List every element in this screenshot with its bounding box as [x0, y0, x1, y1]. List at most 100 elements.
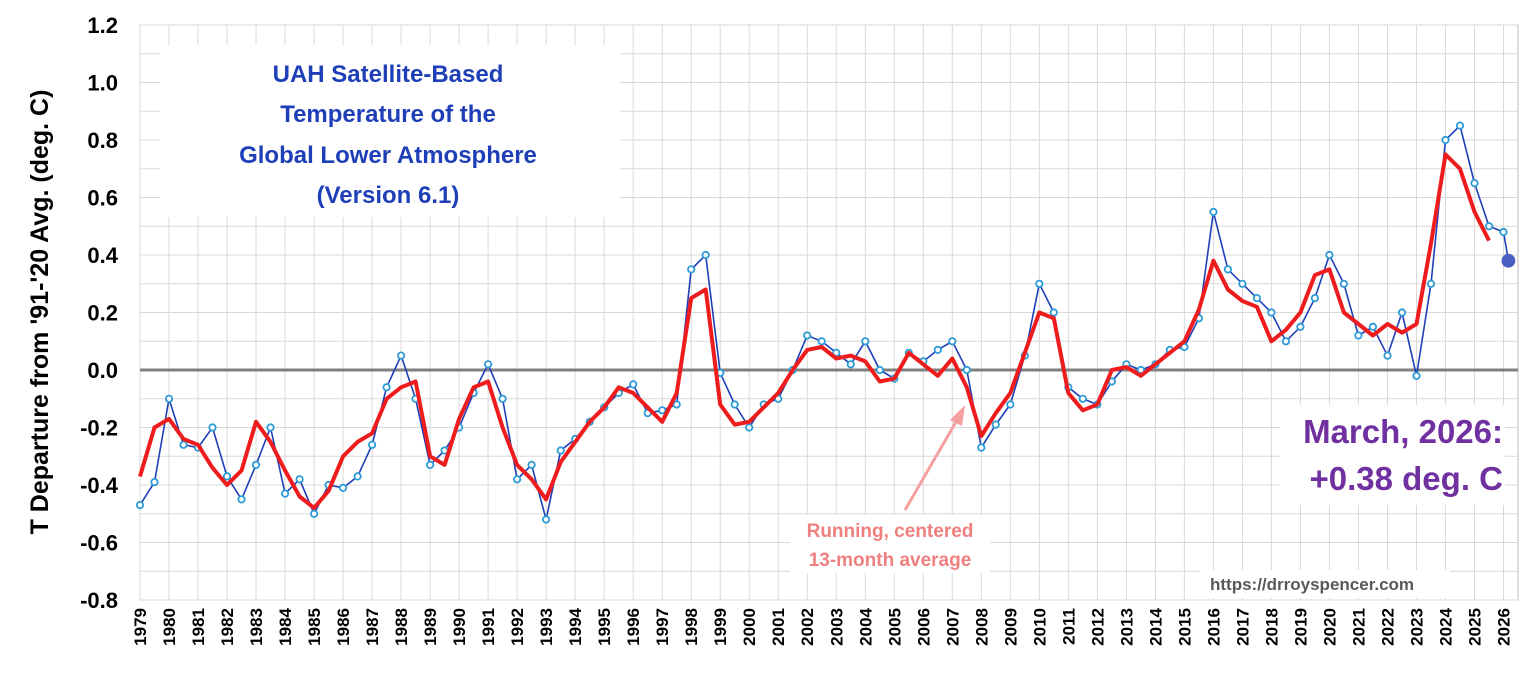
monthly-point [991, 420, 1000, 429]
monthly-point [1281, 337, 1291, 346]
x-tick-label: 2024 [1436, 607, 1455, 645]
monthly-point [353, 472, 362, 481]
monthly-point [1412, 371, 1421, 380]
x-tick-label: 2014 [1146, 607, 1165, 645]
running-average-series [138, 152, 1491, 510]
monthly-point [1368, 322, 1378, 331]
running-average-arrowhead [950, 405, 965, 426]
x-tick-label: 1980 [160, 608, 179, 646]
monthly-point [338, 483, 348, 492]
monthly-point [687, 265, 696, 274]
x-axis-tick-labels: 1979 1980 1981 1982 1983 1984 1985 1986 1987 1988… [131, 607, 1513, 645]
monthly-point [1136, 365, 1146, 375]
x-tick-label: 1989 [421, 608, 440, 646]
monthly-point [977, 443, 986, 452]
monthly-point [266, 423, 275, 432]
monthly-point [1078, 394, 1087, 403]
monthly-point [875, 365, 884, 375]
monthly-point [658, 406, 667, 415]
monthly-point [730, 400, 739, 409]
running-annotation-box [790, 515, 990, 573]
chart-title-line-4: (Version 6.1) [317, 182, 460, 209]
monthly-point [1296, 322, 1305, 331]
x-tick-label: 2013 [1117, 608, 1136, 646]
y-tick-label: 1.0 [87, 71, 118, 96]
x-tick-label: 2021 [1349, 608, 1368, 646]
monthly-point [1238, 279, 1247, 288]
monthly-point [150, 477, 159, 487]
x-tick-label: 2004 [856, 607, 875, 645]
y-tick-label: 0.4 [87, 243, 118, 268]
x-tick-label: 2026 [1494, 608, 1513, 646]
monthly-point [962, 365, 971, 375]
y-tick-label: 0.0 [87, 358, 118, 383]
running-average-line [138, 152, 1491, 510]
x-tick-label: 2002 [798, 608, 817, 646]
monthly-point [1325, 250, 1334, 260]
x-tick-label: 2000 [740, 608, 759, 646]
y-axis-title: T Departure from '91-'20 Avg. (deg. C) [26, 90, 54, 535]
x-tick-label: 2003 [827, 608, 846, 646]
chart-title-line-1: UAH Satellite-Based [273, 61, 504, 88]
x-tick-label: 2016 [1204, 608, 1223, 646]
monthly-point [1006, 400, 1015, 409]
x-tick-label: 1981 [189, 608, 208, 646]
monthly-point [1252, 293, 1262, 303]
monthly-point [208, 423, 217, 432]
chart-title-line-2: Temperature of the [280, 101, 496, 128]
monthly-point [629, 380, 638, 389]
monthly-point [861, 337, 870, 346]
monthly-point [280, 489, 290, 498]
x-tick-label: 2001 [769, 608, 788, 646]
x-tick-label: 1979 [131, 608, 150, 646]
monthly-point [382, 383, 391, 392]
x-tick-label: 1994 [566, 607, 585, 645]
monthly-point [251, 460, 261, 469]
monthly-point [1383, 351, 1392, 360]
x-tick-label: 1995 [595, 608, 614, 646]
monthly-point [701, 250, 710, 260]
x-tick-label: 1982 [218, 608, 237, 646]
monthly-point [817, 337, 826, 346]
monthly-point [512, 475, 522, 484]
x-tick-label: 1986 [334, 608, 353, 646]
monthly-point [1484, 222, 1494, 231]
running-average-label-2: 13-month average [809, 550, 972, 571]
monthly-point [745, 423, 754, 432]
x-tick-label: 1987 [363, 608, 382, 646]
latest-value-line-1: March, 2026: [1303, 413, 1503, 450]
monthly-point [527, 460, 536, 469]
monthly-point [1049, 308, 1058, 317]
monthly-point [1035, 279, 1044, 288]
y-tick-label: -0.8 [80, 588, 118, 613]
x-tick-label: 1992 [508, 608, 527, 646]
x-tick-label: 1983 [247, 608, 266, 646]
monthly-point [135, 500, 145, 510]
x-tick-label: 1984 [276, 607, 295, 645]
x-tick-label: 2011 [1059, 608, 1078, 645]
y-tick-label: -0.2 [80, 416, 118, 441]
x-tick-label: 1991 [479, 608, 498, 646]
running-average-label-1: Running, centered [807, 521, 974, 542]
x-tick-label: 2007 [943, 608, 962, 646]
x-tick-label: 2005 [885, 608, 904, 646]
latest-annotation-box [1280, 405, 1505, 505]
running-average-arrow [903, 414, 962, 511]
x-tick-label: 1993 [537, 608, 556, 646]
monthly-point [846, 360, 855, 369]
monthly-point [803, 331, 812, 340]
monthly-point [367, 440, 377, 449]
monthly-point [672, 400, 681, 409]
y-axis-tick-labels: 1.2 1.0 0.8 0.6 0.4 0.2 0.0 -0.2 -0.4 -0.6 -0.8 [80, 13, 119, 613]
monthly-point [1455, 121, 1465, 130]
monthly-point [1267, 308, 1276, 317]
x-tick-label: 2010 [1030, 608, 1049, 646]
x-tick-label: 1996 [624, 608, 643, 646]
monthly-point [1397, 308, 1407, 317]
x-tick-label: 1999 [711, 608, 730, 646]
x-tick-label: 2020 [1320, 608, 1339, 646]
monthly-point [1499, 227, 1508, 237]
monthly-point [541, 515, 551, 524]
x-tick-label: 2015 [1175, 608, 1194, 646]
monthly-point [1441, 135, 1450, 145]
